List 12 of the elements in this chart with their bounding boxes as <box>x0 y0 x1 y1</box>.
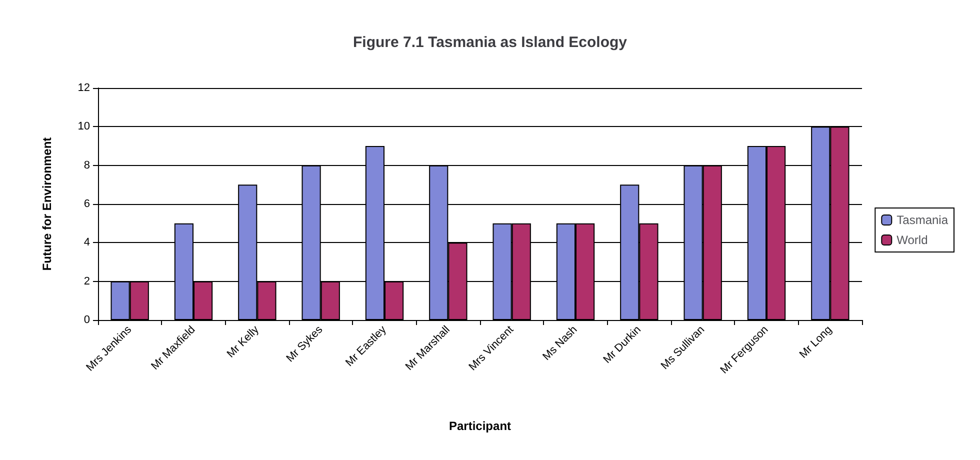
legend-label: Tasmania <box>896 213 948 227</box>
y-tick-label: 0 <box>84 314 90 326</box>
y-axis-title: Future for Environment <box>40 137 54 271</box>
y-tick-label: 4 <box>84 236 90 249</box>
y-tick-label: 2 <box>84 275 90 288</box>
chart-title: Figure 7.1 Tasmania as Island Ecology <box>353 34 628 51</box>
legend-label: World <box>896 233 928 247</box>
y-tick-label: 10 <box>78 120 90 133</box>
y-tick-label: 8 <box>84 159 90 172</box>
x-axis-title: Participant <box>448 419 512 433</box>
y-tick-label: 12 <box>78 82 90 94</box>
y-tick-label: 6 <box>84 198 90 210</box>
